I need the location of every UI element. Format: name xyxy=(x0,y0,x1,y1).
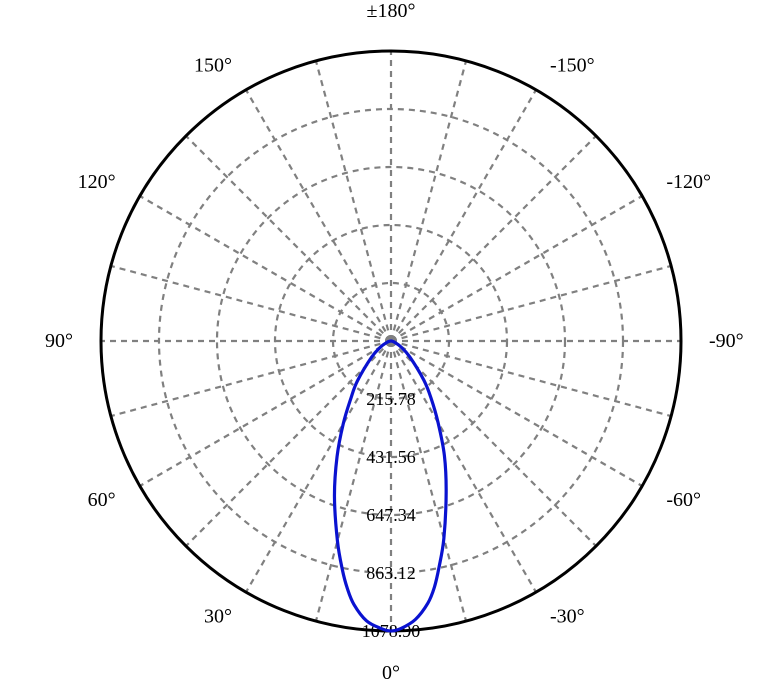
angle-label: -120° xyxy=(666,171,711,193)
angle-label: -150° xyxy=(550,55,595,77)
radial-label: 863.12 xyxy=(366,563,416,583)
angle-label: ±180° xyxy=(367,0,416,22)
angle-label: 90° xyxy=(45,330,73,352)
radial-label: 215.78 xyxy=(366,389,416,409)
angle-label: 0° xyxy=(382,662,400,683)
angle-label: 60° xyxy=(88,489,116,511)
radial-label: 431.56 xyxy=(366,447,416,467)
angle-label: 30° xyxy=(204,605,232,627)
angle-label: -90° xyxy=(709,330,744,352)
angle-label: -30° xyxy=(550,605,585,627)
angle-label: -60° xyxy=(666,489,701,511)
angle-label: 150° xyxy=(194,55,232,77)
polar-chart: 215.78431.56647.34863.121078.900°30°60°9… xyxy=(0,0,782,683)
angle-label: 120° xyxy=(78,171,116,193)
radial-label: 647.34 xyxy=(366,505,416,525)
